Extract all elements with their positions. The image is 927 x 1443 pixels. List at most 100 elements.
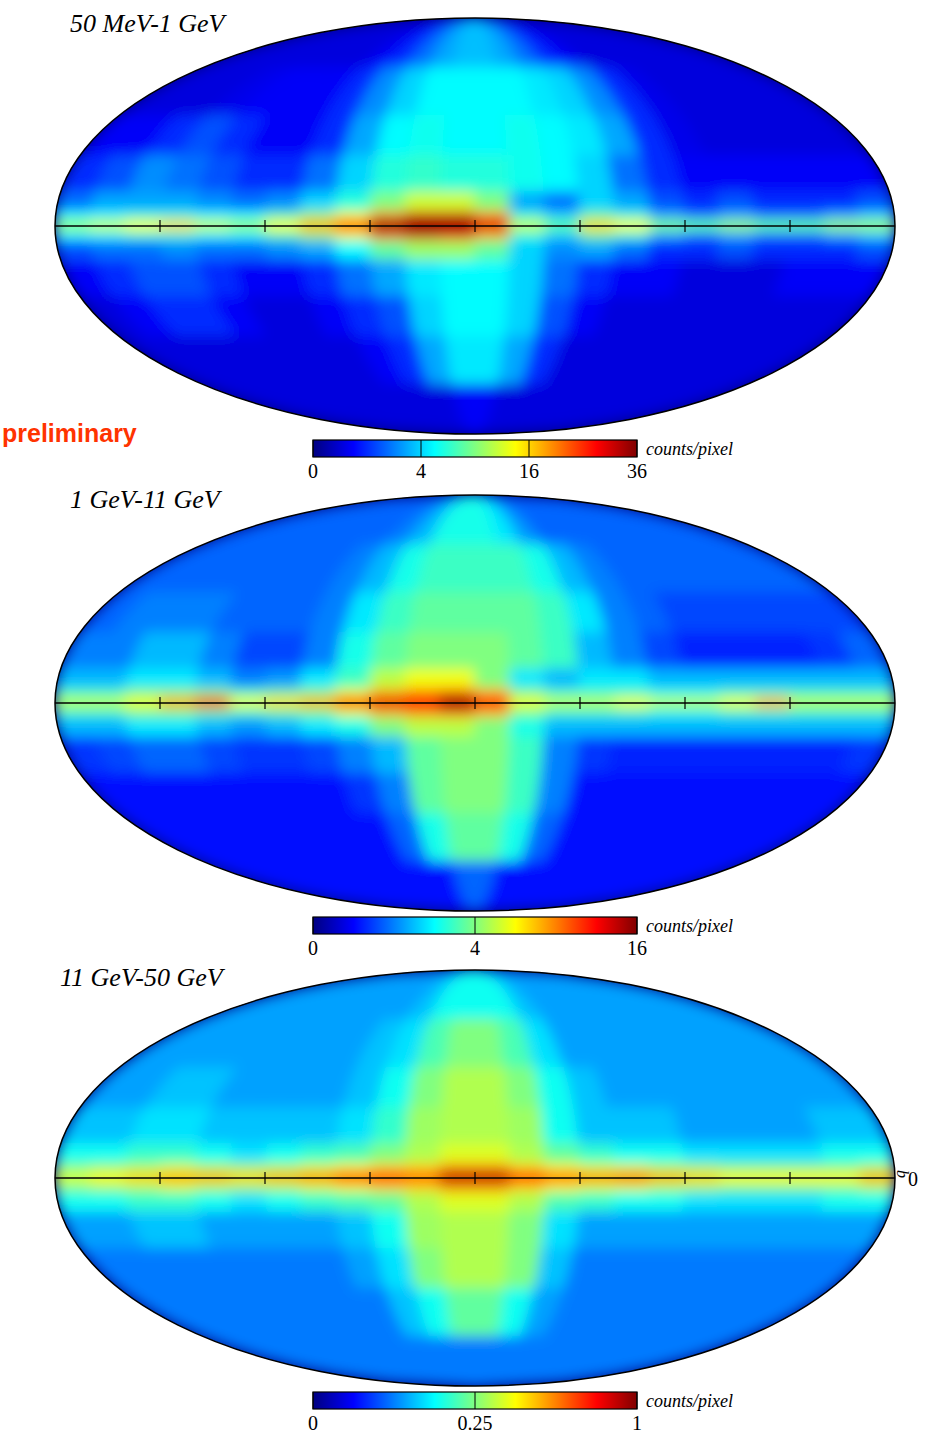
cell [409,296,445,336]
cell [409,593,445,633]
cell [441,260,476,296]
cell [55,212,91,221]
cell [195,232,231,241]
cell [574,737,613,773]
cell [196,192,234,212]
cell [440,240,475,260]
cell [362,385,475,434]
cell [648,1144,685,1164]
cell [231,192,268,212]
colorbar-bar [313,440,637,457]
cell [126,240,165,260]
cell [55,1184,91,1193]
cell [442,1068,475,1108]
cell [820,717,859,737]
colorbar: 00.251counts/pixel [308,1391,733,1434]
colorbar-tick [475,1392,476,1409]
cell [196,240,234,260]
longitude-tick [789,697,790,709]
cell [445,544,475,592]
cell [370,689,405,698]
colorbar-bar [313,1392,637,1409]
cell [300,240,337,260]
cell [789,709,825,718]
cell [440,212,475,221]
cell [544,192,580,212]
cell [475,1248,508,1288]
cell [203,495,475,544]
cell [203,385,475,434]
cell [510,1192,545,1212]
cells-clip [55,18,895,434]
cell [579,240,615,260]
cell [196,1192,234,1212]
cell [541,633,579,669]
cell [682,1144,719,1164]
longitude-tick [264,1172,265,1184]
cell [751,717,789,737]
colorbar-bar [313,917,637,934]
cell [859,1164,895,1173]
cell [475,116,508,156]
cell [300,1144,337,1164]
cell [541,737,579,773]
cell [475,1184,510,1193]
cell [475,737,510,773]
cell [719,212,755,221]
cell [440,1192,475,1212]
cell [195,709,231,718]
cell [717,717,755,737]
cell [824,232,860,241]
cell [405,717,440,737]
cell [300,192,337,212]
cell [335,1164,370,1173]
cell [545,1184,580,1193]
cell [371,260,409,296]
cell [335,709,370,718]
cell [230,709,265,718]
cell [717,192,755,212]
cell [789,1164,825,1173]
cell [430,1337,475,1386]
cell [442,1248,475,1288]
cell [545,212,580,221]
cell [271,385,475,434]
longitude-tick [474,1172,475,1184]
cell [160,709,196,718]
cell [442,773,475,813]
cell [230,232,265,241]
cell [231,717,268,737]
cell [685,1164,720,1173]
cell [754,212,790,221]
cell [613,1144,650,1164]
cell [90,1184,126,1193]
cell [161,717,199,737]
cell [300,212,335,221]
cell [370,192,406,212]
cell [855,669,894,689]
cell [300,717,337,737]
cell [719,232,755,241]
cell [335,232,370,241]
cell [384,970,475,1019]
cell [820,192,859,212]
cell [789,212,825,221]
cell [685,212,720,221]
cell [407,495,475,544]
cell [406,156,442,192]
cell [90,232,126,241]
cell [545,232,580,241]
cell [452,970,475,1019]
cell [371,633,409,669]
cell [541,260,579,296]
cell [430,385,475,434]
cells-clip [55,970,895,1386]
cell [371,1108,409,1144]
cell [300,1164,335,1173]
cell [824,1184,860,1193]
cell [294,18,475,67]
cell [440,689,475,698]
cell [294,495,475,544]
cell [475,18,724,67]
cell [125,689,161,698]
